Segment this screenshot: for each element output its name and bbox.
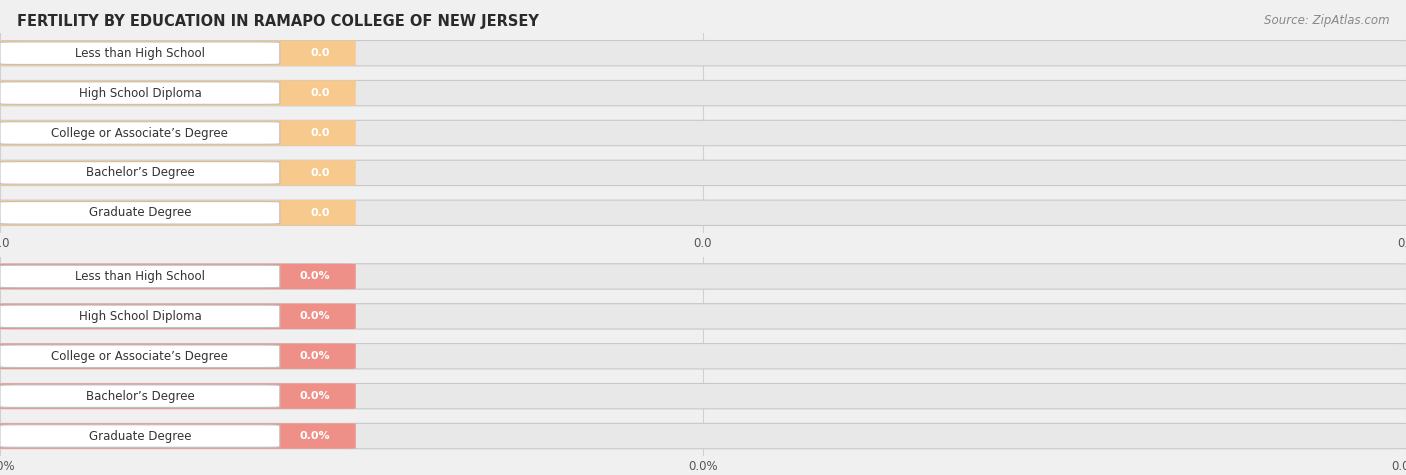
FancyBboxPatch shape bbox=[0, 345, 280, 368]
Text: Graduate Degree: Graduate Degree bbox=[89, 206, 191, 219]
Text: 0.0%: 0.0% bbox=[299, 391, 330, 401]
Text: Less than High School: Less than High School bbox=[75, 47, 205, 60]
FancyBboxPatch shape bbox=[0, 423, 1406, 449]
FancyBboxPatch shape bbox=[0, 40, 356, 66]
Text: College or Associate’s Degree: College or Associate’s Degree bbox=[52, 126, 228, 140]
Text: FERTILITY BY EDUCATION IN RAMAPO COLLEGE OF NEW JERSEY: FERTILITY BY EDUCATION IN RAMAPO COLLEGE… bbox=[17, 14, 538, 29]
Text: 0.0: 0.0 bbox=[311, 88, 330, 98]
Text: High School Diploma: High School Diploma bbox=[79, 310, 201, 323]
FancyBboxPatch shape bbox=[0, 304, 356, 329]
FancyBboxPatch shape bbox=[0, 383, 1406, 409]
FancyBboxPatch shape bbox=[0, 120, 1406, 146]
FancyBboxPatch shape bbox=[0, 200, 356, 226]
Text: 0.0%: 0.0% bbox=[299, 271, 330, 282]
FancyBboxPatch shape bbox=[0, 122, 280, 144]
Text: Less than High School: Less than High School bbox=[75, 270, 205, 283]
Text: Graduate Degree: Graduate Degree bbox=[89, 429, 191, 443]
Text: 0.0%: 0.0% bbox=[299, 351, 330, 361]
FancyBboxPatch shape bbox=[0, 160, 1406, 186]
FancyBboxPatch shape bbox=[0, 40, 1406, 66]
FancyBboxPatch shape bbox=[0, 304, 1406, 329]
FancyBboxPatch shape bbox=[0, 264, 356, 289]
Text: 0.0: 0.0 bbox=[311, 128, 330, 138]
Text: Bachelor’s Degree: Bachelor’s Degree bbox=[86, 390, 194, 403]
Text: 0.0: 0.0 bbox=[311, 48, 330, 58]
FancyBboxPatch shape bbox=[0, 305, 280, 328]
Text: College or Associate’s Degree: College or Associate’s Degree bbox=[52, 350, 228, 363]
FancyBboxPatch shape bbox=[0, 201, 280, 224]
FancyBboxPatch shape bbox=[0, 425, 280, 447]
FancyBboxPatch shape bbox=[0, 80, 356, 106]
Text: Bachelor’s Degree: Bachelor’s Degree bbox=[86, 166, 194, 180]
FancyBboxPatch shape bbox=[0, 265, 280, 288]
FancyBboxPatch shape bbox=[0, 42, 280, 65]
FancyBboxPatch shape bbox=[0, 200, 1406, 226]
Text: 0.0%: 0.0% bbox=[299, 311, 330, 322]
FancyBboxPatch shape bbox=[0, 80, 1406, 106]
Text: 0.0%: 0.0% bbox=[299, 431, 330, 441]
FancyBboxPatch shape bbox=[0, 120, 356, 146]
Text: 0.0: 0.0 bbox=[311, 208, 330, 218]
Text: High School Diploma: High School Diploma bbox=[79, 86, 201, 100]
FancyBboxPatch shape bbox=[0, 383, 356, 409]
FancyBboxPatch shape bbox=[0, 343, 356, 369]
Text: Source: ZipAtlas.com: Source: ZipAtlas.com bbox=[1264, 14, 1389, 27]
Text: 0.0: 0.0 bbox=[311, 168, 330, 178]
FancyBboxPatch shape bbox=[0, 82, 280, 104]
FancyBboxPatch shape bbox=[0, 423, 356, 449]
FancyBboxPatch shape bbox=[0, 264, 1406, 289]
FancyBboxPatch shape bbox=[0, 385, 280, 408]
FancyBboxPatch shape bbox=[0, 343, 1406, 369]
FancyBboxPatch shape bbox=[0, 160, 356, 186]
FancyBboxPatch shape bbox=[0, 162, 280, 184]
